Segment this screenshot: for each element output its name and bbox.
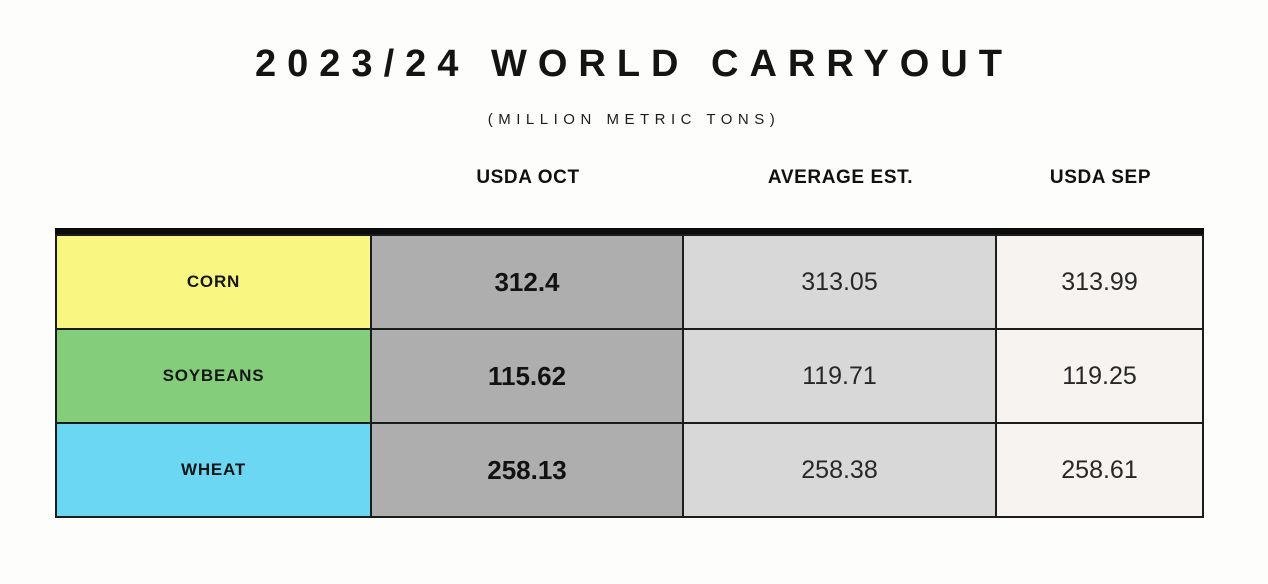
corn-usda-sep-value: 313.99 [997, 236, 1202, 328]
column-header-average-est: AVERAGE EST. [767, 167, 914, 188]
column-headers: USDA OCT AVERAGE EST. USDA SEP [57, 166, 1268, 190]
page-subtitle: (MILLION METRIC TONS) [487, 111, 781, 128]
column-header-usda-oct: USDA OCT [476, 167, 580, 188]
wheat-average-est-value: 258.38 [684, 424, 995, 516]
corn-usda-oct-value: 312.4 [372, 236, 682, 328]
soybeans-usda-oct-value: 115.62 [372, 330, 682, 422]
carryout-table: CORN 312.4 313.05 313.99 SOYBEANS 115.62… [55, 228, 1204, 518]
page-title: 2023/24 WORLD CARRYOUT [255, 43, 1013, 85]
corn-average-est-value: 313.05 [684, 236, 995, 328]
soybeans-average-est-value: 119.71 [684, 330, 995, 422]
header-spacer [57, 166, 372, 190]
row-label-corn: CORN [57, 236, 370, 328]
wheat-usda-sep-value: 258.61 [997, 424, 1202, 516]
row-label-soybeans: SOYBEANS [57, 330, 370, 422]
soybeans-usda-sep-value: 119.25 [997, 330, 1202, 422]
wheat-usda-oct-value: 258.13 [372, 424, 682, 516]
row-label-wheat: WHEAT [57, 424, 370, 516]
column-header-usda-sep: USDA SEP [1049, 167, 1152, 188]
